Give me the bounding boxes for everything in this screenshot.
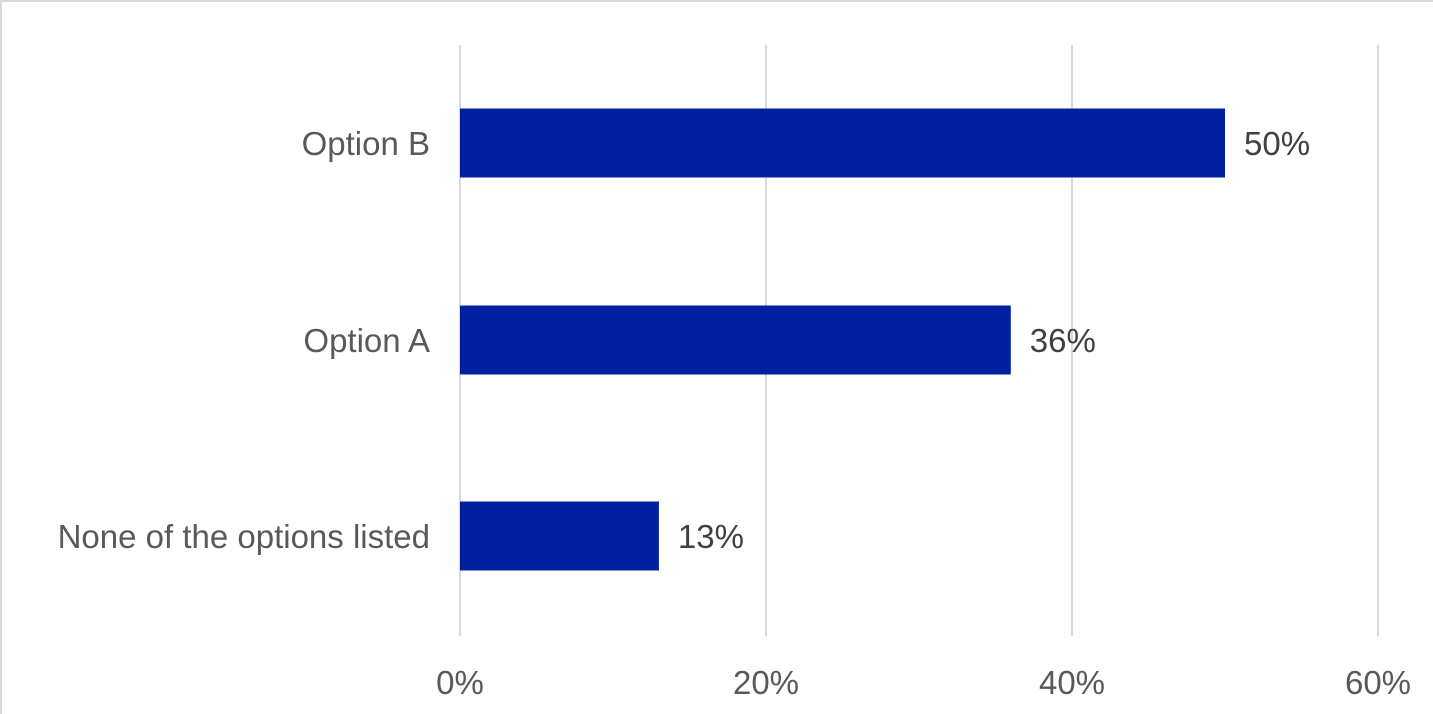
- x-tick-label: 40%: [1039, 664, 1105, 701]
- category-label: Option B: [302, 125, 430, 162]
- bars: [460, 108, 1225, 571]
- labels: 0% 20% 40% 60% Option B 50% Option A 36% None of…: [58, 125, 1411, 701]
- data-label: 50%: [1244, 125, 1310, 162]
- x-tick-label: 0%: [436, 664, 484, 701]
- category-label: None of the options listed: [58, 518, 430, 555]
- bar-1: [460, 305, 1011, 375]
- data-label: 13%: [678, 518, 744, 555]
- category-label: Option A: [303, 322, 430, 359]
- x-tick-label: 60%: [1345, 664, 1411, 701]
- bar-0: [460, 108, 1225, 178]
- x-tick-label: 20%: [733, 664, 799, 701]
- bar-2: [460, 501, 659, 571]
- data-label: 36%: [1030, 322, 1096, 359]
